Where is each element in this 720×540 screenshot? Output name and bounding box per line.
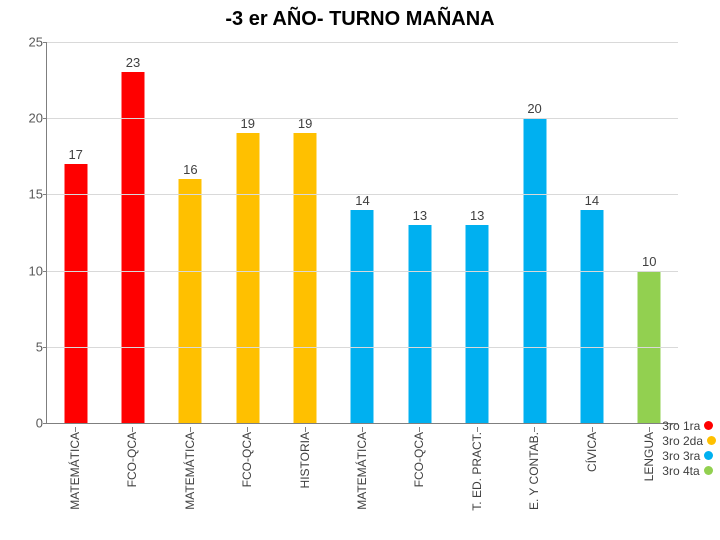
ytick-label: 15 [23,187,43,202]
bar-value-label: 10 [642,254,656,269]
category-label: MATEMÁTICA [68,432,82,510]
category-label: FCO-QCA [240,432,254,487]
ytick-mark [43,271,47,272]
x-slot: T. ED. PRACT. [448,428,505,532]
ytick-mark [43,347,47,348]
bar-slot: 19 [276,42,333,423]
bar [179,179,202,423]
category-label: MATEMÁTICA [183,432,197,510]
gridline [47,347,678,348]
gridline [47,271,678,272]
bar [236,133,259,423]
bar [408,225,431,423]
x-slot: MATEMÁTICA [161,428,218,532]
ytick-label: 25 [23,35,43,50]
x-slot: CÍVICA [563,428,620,532]
ytick-mark [43,118,47,119]
x-slot: FCO-QCA [218,428,275,532]
category-label: HISTORIA [298,432,312,488]
category-label: T. ED. PRACT. [470,432,484,511]
ytick-mark [43,194,47,195]
x-slot: FCO-QCA [391,428,448,532]
x-slot: MATEMÁTICA [46,428,103,532]
bar-slot: 13 [391,42,448,423]
bar-value-label: 16 [183,162,197,177]
legend-item: 3ro 2da [662,433,716,448]
legend-item: 3ro 1ra [662,418,716,433]
bar-value-label: 13 [470,208,484,223]
plot-area: 1723161919141313201410 0510152025 [46,42,678,424]
bar-slot: 23 [104,42,161,423]
bar-value-label: 20 [527,101,541,116]
gridline [47,118,678,119]
category-label: FCO-QCA [125,432,139,487]
bar-value-label: 17 [68,147,82,162]
bar-slot: 17 [47,42,104,423]
bar-slot: 10 [621,42,678,423]
gridline [47,194,678,195]
bar [351,210,374,423]
bar-slot: 14 [334,42,391,423]
legend-marker-icon [707,436,716,445]
legend-marker-icon [704,451,713,460]
ytick-mark [43,42,47,43]
category-label: MATEMÁTICA [355,432,369,510]
legend-label: 3ro 4ta [662,464,699,478]
bar [580,210,603,423]
bar-slot: 14 [563,42,620,423]
chart-title: -3 er AÑO- TURNO MAÑANA [0,0,720,35]
bar-slot: 19 [219,42,276,423]
legend-item: 3ro 3ra [662,448,716,463]
bar [122,72,145,423]
legend-label: 3ro 1ra [662,419,700,433]
x-slot: E. Y CONTAB. [506,428,563,532]
legend-label: 3ro 2da [662,434,703,448]
bar-value-label: 23 [126,55,140,70]
x-slot: FCO-QCA [103,428,160,532]
bar-slot: 20 [506,42,563,423]
ytick-label: 0 [23,416,43,431]
bar-slot: 16 [162,42,219,423]
bar-value-label: 13 [413,208,427,223]
bar [64,164,87,423]
category-label: FCO-QCA [412,432,426,487]
legend-marker-icon [704,421,713,430]
x-slot: MATEMÁTICA [333,428,390,532]
chart-area: 1723161919141313201410 0510152025 MATEMÁ… [22,42,678,532]
legend: 3ro 1ra3ro 2da3ro 3ra3ro 4ta [662,418,716,478]
x-axis-labels: MATEMÁTICA FCO-QCA MATEMÁTICA FCO-QCA HISTOR… [46,428,678,532]
bar [466,225,489,423]
bars-container: 1723161919141313201410 [47,42,678,423]
ytick-label: 20 [23,111,43,126]
ytick-label: 10 [23,263,43,278]
ytick-mark [43,423,47,424]
gridline [47,42,678,43]
legend-item: 3ro 4ta [662,463,716,478]
bar [294,133,317,423]
category-label: CÍVICA [585,432,599,472]
category-label: E. Y CONTAB. [527,432,541,510]
x-slot: HISTORIA [276,428,333,532]
ytick-label: 5 [23,339,43,354]
legend-label: 3ro 3ra [662,449,700,463]
bar-slot: 13 [449,42,506,423]
legend-marker-icon [704,466,713,475]
category-label: LENGUA [642,432,656,481]
